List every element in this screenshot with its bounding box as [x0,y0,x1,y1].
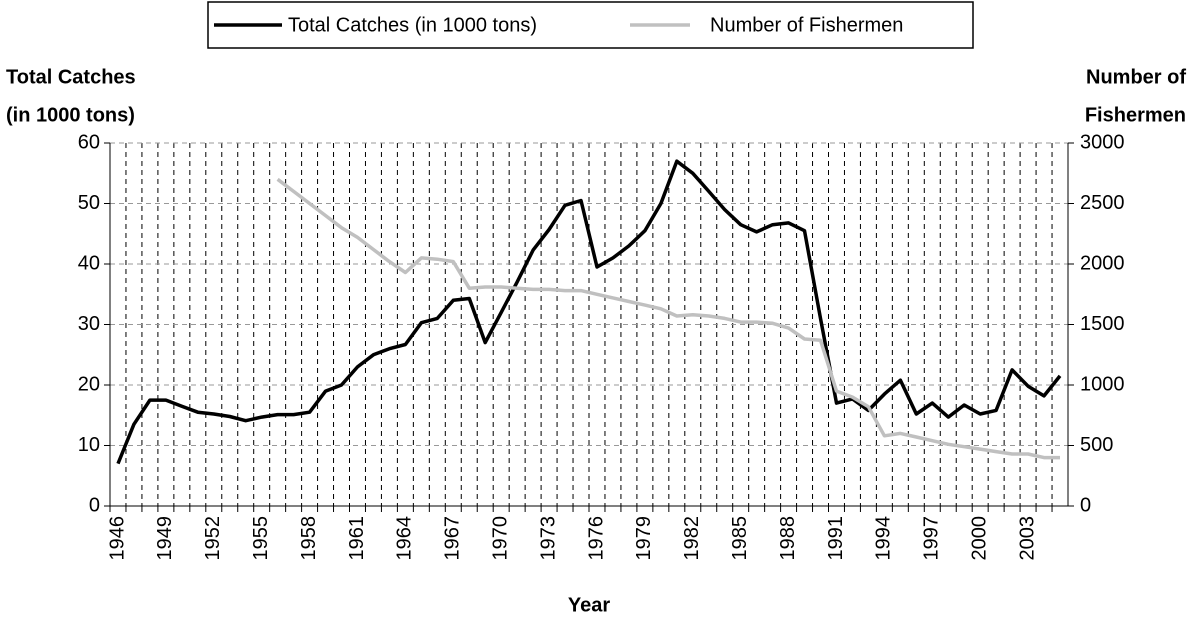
y2-tick-label: 0 [1080,494,1091,516]
y-axis-label: Total Catches [6,66,136,88]
x-tick-label: 1988 [777,516,799,561]
x-tick-label: 1967 [442,516,464,561]
x-tick-label: 1973 [537,516,559,561]
x-tick-label: 1976 [585,516,607,561]
legend-label: Number of Fishermen [710,14,903,36]
x-tick-label: 1958 [298,516,320,561]
x-tick-label: 2003 [1016,516,1038,561]
x-tick-label: 1994 [873,516,895,561]
x-tick-label: 1985 [729,516,751,561]
y-tick-label: 60 [78,131,100,153]
legend-label: Total Catches (in 1000 tons) [288,14,537,36]
x-axis-label: Year [568,594,610,616]
x-tick-label: 2000 [968,516,990,561]
x-tick-label: 1991 [825,516,847,561]
y-tick-label: 20 [78,373,100,395]
y-tick-label: 40 [78,252,100,274]
legend-box [207,1,974,49]
x-tick-label: 1979 [633,516,655,561]
x-tick-label: 1970 [489,516,511,561]
x-tick-label: 1952 [202,516,224,561]
y2-tick-label: 1000 [1080,373,1125,395]
x-tick-label: 1961 [346,516,368,561]
y2-tick-label: 1500 [1080,313,1125,335]
x-tick-label: 1997 [921,516,943,561]
y-axis-label: (in 1000 tons) [6,104,135,126]
y2-tick-label: 2000 [1080,252,1125,274]
x-tick-label: 1946 [106,516,128,561]
y-tick-label: 10 [78,434,100,456]
y2-tick-label: 500 [1080,434,1113,456]
x-tick-label: 1964 [394,516,416,561]
series-line [116,159,1062,465]
y-tick-label: 0 [89,494,100,516]
x-tick-label: 1955 [250,516,272,561]
series-line [276,177,1060,460]
y2-axis-label: Number of [1086,66,1186,88]
y-tick-label: 30 [78,313,100,335]
x-tick-label: 1949 [154,516,176,561]
y2-axis-label: Fishermen [1085,104,1186,126]
y2-tick-label: 2500 [1080,192,1125,214]
y2-tick-label: 3000 [1080,131,1125,153]
x-tick-label: 1982 [681,516,703,561]
y-tick-label: 50 [78,192,100,214]
